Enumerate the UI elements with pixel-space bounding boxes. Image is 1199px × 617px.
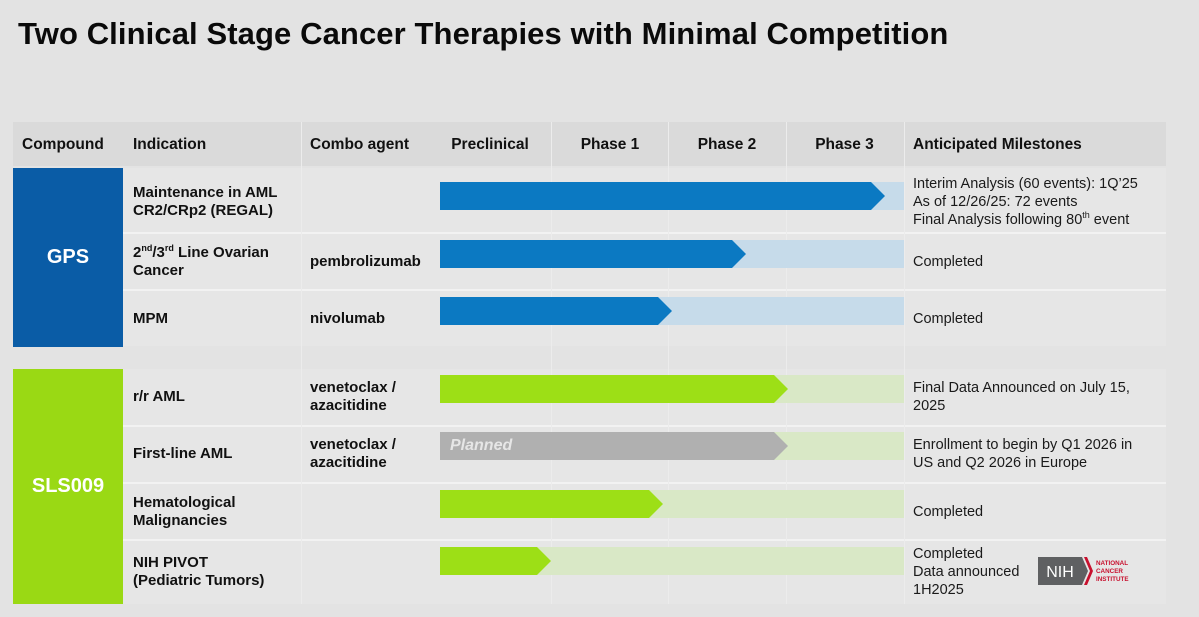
row-divider [123, 482, 1166, 484]
indication-line: Hematological [133, 494, 236, 511]
milestone-mpm: Completed [913, 299, 983, 339]
milestone-first-line-aml: Enrollment to begin by Q1 2026 in US and… [913, 434, 1132, 474]
indication-line: (Pediatric Tumors) [133, 572, 265, 589]
header-combo-agent: Combo agent [310, 136, 410, 153]
milestone-line: Completed [913, 254, 984, 270]
compound-gps: GPS [13, 168, 123, 347]
indication-rr-aml: r/r AML [133, 388, 185, 405]
row-divider [123, 425, 1166, 427]
milestone-rr-aml: Final Data Announced on July 15, 2025 [913, 377, 1130, 417]
header-phase-2: Phase 2 [697, 136, 757, 153]
combo-line: venetoclax / [310, 436, 396, 453]
nih-logo-abbr: NIH [1046, 564, 1074, 581]
indication-line: Cancer [133, 262, 184, 279]
progress-arrow [440, 490, 663, 518]
column-divider [786, 122, 787, 604]
milestone-line: As of 12/26/25: 72 events [913, 194, 1078, 210]
combo-venetoclax-azacitidine: venetoclax / azacitidine [310, 377, 396, 417]
table-header [13, 122, 1166, 166]
row-divider [123, 539, 1166, 541]
indication-hematological-malignancies: Hematological Malignancies [133, 492, 236, 532]
header-compound: Compound [22, 136, 104, 153]
page-title: Two Clinical Stage Cancer Therapies with… [18, 16, 949, 51]
indication-maintenance-aml: Maintenance in AML CR2/CRp2 (REGAL) [133, 182, 277, 222]
combo-venetoclax-azacitidine: venetoclax / azacitidine [310, 434, 396, 474]
column-divider [904, 122, 905, 604]
nih-logo-line3: INSTITUTE [1096, 576, 1129, 583]
milestone-line: 1H2025 [913, 582, 964, 598]
milestone-line: Enrollment to begin by Q1 2026 in [913, 437, 1133, 453]
milestone-ovarian: Completed [913, 242, 983, 282]
indication-nih-pivot: NIH PIVOT (Pediatric Tumors) [133, 552, 264, 592]
header-phase-1: Phase 1 [580, 136, 640, 153]
progress-arrow [440, 297, 672, 325]
combo-nivolumab: nivolumab [310, 310, 386, 327]
progress-arrow [440, 547, 551, 575]
compound-sls009: SLS009 [13, 369, 123, 604]
indication-line: Maintenance in AML [133, 184, 278, 201]
milestone-maintenance-aml: Interim Analysis (60 events): 1Q’25 As o… [913, 174, 1138, 230]
indication-line: CR2/CRp2 (REGAL) [133, 202, 274, 219]
combo-line: venetoclax / [310, 379, 396, 396]
planned-label: Planned [450, 437, 513, 454]
row-divider [123, 289, 1166, 291]
milestone-line: US and Q2 2026 in Europe [913, 455, 1088, 471]
milestone-line: 2025 [913, 398, 946, 414]
combo-line: azacitidine [310, 454, 387, 471]
indication-line: NIH PIVOT [133, 554, 209, 571]
progress-arrow [440, 375, 788, 403]
compound-sls009-label: SLS009 [31, 475, 105, 497]
header-anticipated-milestones: Anticipated Milestones [913, 136, 1082, 153]
milestone-line: Completed [913, 546, 984, 562]
indication-line: 2nd/3rd Line Ovarian [133, 243, 269, 262]
column-divider [301, 122, 302, 604]
header-preclinical: Preclinical [451, 136, 529, 153]
nih-nci-logo: NIH NATIONAL CANCER INSTITUTE [1038, 557, 1129, 585]
column-divider [668, 122, 669, 604]
nih-logo-line2: CANCER [1096, 568, 1123, 575]
indication-first-line-aml: First-line AML [133, 445, 233, 462]
indication-mpm: MPM [133, 310, 168, 327]
indication-ovarian-cancer: 2nd/3rd Line Ovarian Cancer [133, 242, 269, 282]
indication-line: Malignancies [133, 512, 228, 529]
progress-arrow [440, 182, 885, 210]
row-divider [123, 232, 1166, 234]
nih-logo-line1: NATIONAL [1096, 560, 1128, 567]
header-phase-3: Phase 3 [815, 136, 874, 153]
header-indication: Indication [133, 136, 207, 153]
milestone-line: Completed [913, 504, 984, 520]
combo-line: azacitidine [310, 397, 387, 414]
milestone-hematological: Completed [913, 492, 983, 532]
compound-gps-label: GPS [46, 246, 90, 268]
milestone-nih-pivot: Completed Data announced 1H2025 [913, 544, 1019, 600]
combo-pembrolizumab: pembrolizumab [310, 253, 421, 270]
milestone-line: Final Analysis following 80th event [913, 210, 1130, 228]
column-divider [551, 122, 552, 604]
milestone-line: Final Data Announced on July 15, [913, 380, 1130, 396]
milestone-line: Interim Analysis (60 events): 1Q’25 [913, 176, 1138, 192]
milestone-line: Data announced [913, 564, 1020, 580]
milestone-line: Completed [913, 311, 984, 327]
progress-arrow [440, 240, 746, 268]
planned-arrow [440, 432, 788, 460]
